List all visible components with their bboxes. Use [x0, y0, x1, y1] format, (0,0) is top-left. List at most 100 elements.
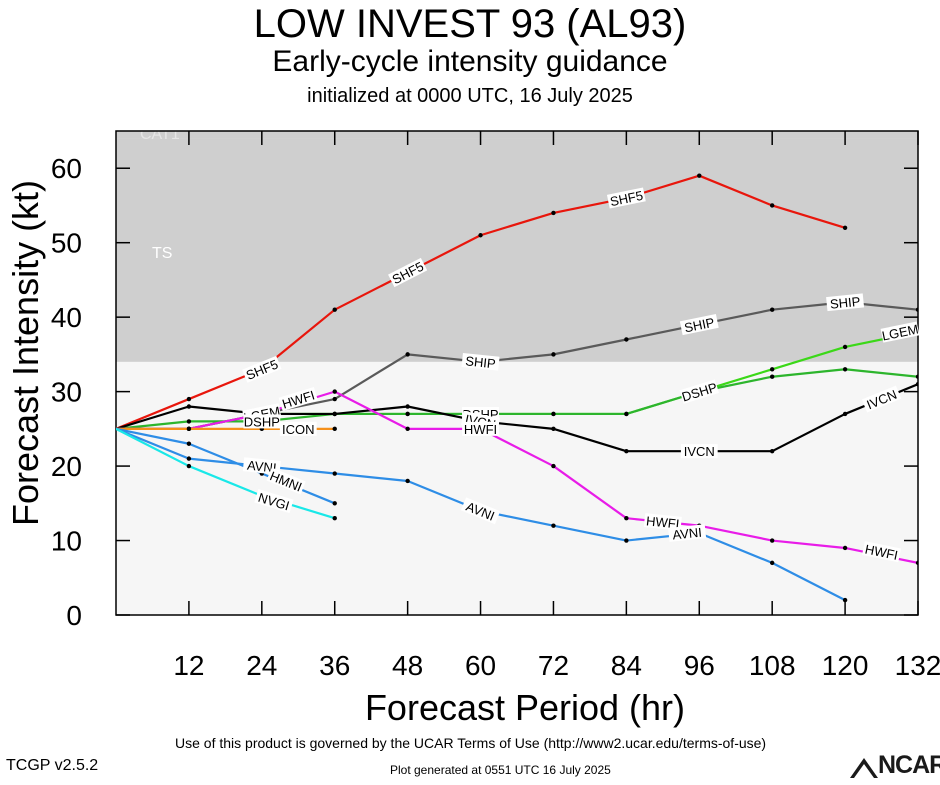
series-label-lgem: LGEM: [881, 322, 920, 344]
data-point-hmni: [332, 501, 337, 506]
data-point-ivcn: [186, 404, 192, 409]
series-label-text: AVNI: [672, 525, 703, 543]
data-point-ship: [405, 352, 410, 357]
series-label-hwfi: HWFI: [643, 513, 682, 532]
x-axis-label: Forecast Period (hr): [365, 687, 685, 728]
data-point-shf5: [332, 307, 337, 312]
series-label-bg: [462, 421, 499, 436]
data-point-ship: [551, 352, 556, 357]
data-point-hwfi: [769, 538, 775, 543]
data-point-nvgi: [186, 463, 192, 469]
series-label-bg: [266, 467, 306, 495]
x-tick-label: 120: [822, 650, 869, 681]
series-label-shf5: SHF5: [606, 187, 646, 209]
series-label-bg: [862, 541, 901, 563]
data-point-ship: [769, 307, 775, 312]
series-label-text: SHIP: [829, 294, 861, 312]
series-label-text: AVNI: [246, 458, 277, 476]
series-label-ship: SHIP: [461, 352, 500, 371]
data-point-ivcn: [332, 411, 337, 417]
band-ts: [116, 138, 918, 362]
data-point-shf5: [551, 210, 556, 216]
data-point-avni: [624, 538, 629, 543]
data-point-dshp: [769, 374, 775, 379]
data-point-lgem: [769, 367, 775, 372]
series-label-ship: SHIP: [679, 314, 719, 336]
terms-of-use: Use of this product is governed by the U…: [175, 735, 767, 751]
intensity-chart: TS CAT1 12 24 36 48 60 72 84 96 108 120 132 0 10 20 30 40…: [5, 130, 940, 728]
series-label-bg: [826, 293, 865, 312]
x-tick-label: 24: [246, 650, 277, 681]
x-tick-label: 12: [173, 650, 204, 681]
category-bands: TS CAT1: [116, 131, 918, 362]
data-point-dshp: [842, 367, 848, 372]
series-label-icon: ICON: [279, 421, 317, 437]
series-label-ivcn: IVCN: [680, 444, 718, 459]
y-tick-label: 50: [51, 228, 82, 259]
data-point-hwfi: [915, 560, 918, 566]
data-point-ivcn: [769, 448, 775, 454]
data-point-hwfi: [405, 426, 410, 432]
series-label-bg: [668, 524, 707, 542]
data-point-shf5: [478, 233, 483, 238]
series-label-bg: [461, 352, 500, 371]
ncar-logo-text: NCAR: [878, 751, 940, 779]
data-point-shf5: [842, 225, 848, 230]
series-label-text: LGEM: [881, 322, 920, 344]
band-label-ts: TS: [152, 245, 172, 262]
y-tick-label: 20: [51, 451, 82, 482]
series-label-text: ICON: [282, 422, 315, 437]
series-label-bg: [880, 321, 920, 343]
data-point-shf5: [186, 396, 192, 402]
series-label-bg: [679, 314, 719, 336]
data-point-dshp: [624, 411, 629, 417]
series-label-text: HWFI: [464, 422, 497, 437]
data-point-hwfi: [624, 516, 629, 521]
series-label-dshp: DSHP: [243, 414, 281, 429]
data-point-hmni: [186, 441, 192, 446]
data-point-ivcn: [551, 426, 556, 432]
data-point-shf5: [697, 173, 702, 178]
data-point-lgem: [842, 344, 848, 350]
y-axis-label: Forecast Intensity (kt): [5, 180, 46, 526]
chart-title: LOW INVEST 93 (AL93): [253, 2, 687, 46]
series-label-text: HWFI: [864, 542, 900, 563]
series-label-bg: [606, 187, 646, 209]
data-point-dshp: [915, 374, 918, 379]
series-label-text: SHIP: [465, 353, 497, 371]
data-point-ivcn: [842, 411, 848, 417]
data-point-ship: [332, 396, 337, 402]
series-label-text: HWFI: [645, 513, 680, 531]
series-label-hwfi: HWFI: [862, 541, 901, 563]
ncar-logo: NCAR: [848, 751, 940, 780]
data-point-ship: [915, 307, 918, 312]
x-tick-label: 60: [465, 650, 496, 681]
series-label-bg: [643, 513, 682, 531]
data-point-avni: [332, 471, 337, 476]
series-label-bg: [680, 444, 718, 459]
y-tick-label: 30: [51, 377, 82, 408]
series-label-bg: [388, 257, 428, 288]
series-line-nvgi: [116, 427, 336, 520]
data-point-avni: [842, 597, 848, 603]
version-label: TCGP v2.5.2: [6, 757, 99, 774]
series-label-text: SHF5: [609, 188, 645, 209]
data-point-avni: [186, 456, 192, 461]
band-cat1: [116, 131, 918, 139]
data-point-shf5: [769, 203, 775, 208]
data-point-icon: [332, 426, 337, 432]
series-label-bg: [243, 414, 281, 429]
series-label-bg: [278, 386, 318, 412]
generated-time: Plot generated at 0551 UTC 16 July 2025: [390, 763, 611, 777]
data-point-hwfi: [551, 463, 556, 469]
data-point-ship: [624, 337, 629, 342]
data-point-ivcn: [915, 381, 918, 387]
x-tick-label: 96: [684, 650, 715, 681]
series-label-bg: [679, 379, 719, 404]
init-time: initialized at 0000 UTC, 16 July 2025: [307, 85, 633, 107]
series-label-bg: [254, 488, 294, 514]
data-point-ivcn: [624, 448, 629, 454]
y-tick-label: 60: [51, 153, 82, 184]
data-point-hwfi: [332, 389, 337, 394]
series-label-bg: [460, 497, 501, 525]
